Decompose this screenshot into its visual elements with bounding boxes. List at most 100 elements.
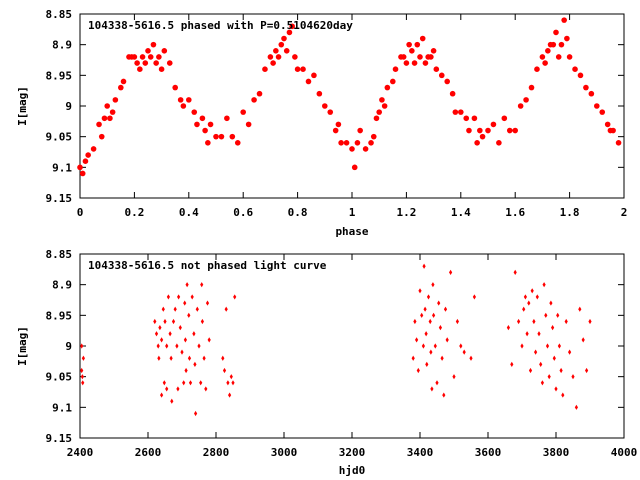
plot-title: 104338-5616.5 not phased light curve (88, 259, 327, 272)
x-tick-label: 2400 (67, 446, 94, 459)
y-tick-label: 9 (65, 100, 72, 113)
data-point (153, 318, 157, 325)
data-point (80, 343, 84, 349)
data-point (458, 109, 464, 115)
data-point (471, 115, 478, 122)
data-point (233, 294, 237, 300)
data-point (101, 115, 108, 122)
x-axis-ticks: 2400 2600 2800 3000 3200 3400 3600 3800 4000 (67, 254, 637, 459)
data-point (218, 133, 225, 140)
data-point (466, 127, 472, 134)
data-point (549, 300, 553, 306)
data-point (193, 361, 197, 367)
data-point (610, 127, 616, 134)
data-point (177, 294, 181, 300)
data-point (311, 72, 317, 79)
data-point (161, 306, 165, 312)
data-point (578, 306, 582, 312)
data-point (142, 60, 149, 66)
plot-title: 104338-5616.5 phased with P=0.5104620day (88, 19, 353, 32)
data-point (542, 60, 548, 66)
data-point (338, 140, 344, 146)
data-point (564, 318, 568, 325)
data-point (553, 29, 559, 36)
data-point (416, 367, 420, 374)
data-point (81, 355, 85, 361)
data-point (80, 367, 84, 374)
data-point (245, 121, 252, 128)
data-points (77, 17, 622, 177)
data-point (411, 355, 415, 361)
data-point (376, 109, 383, 115)
data-point (561, 392, 565, 398)
data-point (204, 386, 208, 392)
data-point (568, 349, 572, 355)
data-point (300, 66, 306, 72)
data-point (85, 152, 91, 158)
data-point (286, 29, 293, 36)
data-point (222, 367, 227, 374)
data-point (107, 115, 113, 122)
data-point (384, 84, 391, 91)
data-point (184, 367, 188, 374)
data-point (158, 325, 162, 331)
data-point (153, 60, 159, 66)
data-point (166, 294, 170, 300)
data-point (332, 127, 339, 134)
data-point (205, 140, 211, 146)
data-point (462, 349, 466, 355)
data-point (517, 103, 524, 109)
data-point (224, 306, 228, 312)
x-tick-label: 2800 (203, 446, 230, 459)
data-point (423, 306, 427, 312)
data-point (535, 294, 539, 300)
data-point (452, 374, 456, 380)
phased-light-curve-panel: 0 0.2 0.4 0.6 0.8 1 1.2 1.4 1.6 1.8 2 8.85 8.9 8.95 9… (16, 8, 627, 238)
data-point (523, 97, 529, 103)
data-point (411, 60, 418, 66)
data-point (362, 146, 369, 152)
data-point (474, 140, 480, 146)
data-point (197, 343, 201, 349)
data-points (80, 263, 592, 417)
data-point (435, 380, 439, 386)
data-point (316, 90, 323, 97)
data-point (506, 127, 513, 134)
data-point (452, 109, 459, 115)
data-point (81, 380, 85, 386)
data-point (221, 355, 225, 361)
data-point (183, 337, 187, 343)
y-tick-label: 9.1 (52, 161, 72, 174)
data-point (160, 392, 164, 398)
data-point (168, 331, 172, 337)
data-point (305, 78, 312, 85)
data-point (545, 343, 550, 349)
data-point (430, 48, 437, 54)
data-point (165, 343, 169, 349)
data-point (370, 133, 377, 140)
data-point (161, 48, 168, 54)
x-tick-label: 3000 (271, 446, 298, 459)
data-point (147, 54, 154, 60)
x-tick-label: 2 (621, 206, 628, 219)
data-point (422, 60, 429, 66)
data-point (175, 343, 179, 349)
data-point (417, 54, 423, 60)
data-point (425, 361, 429, 367)
data-point (550, 41, 557, 48)
y-tick-label: 9.15 (46, 432, 73, 445)
data-point (594, 103, 600, 109)
data-point (109, 109, 116, 115)
x-tick-label: 2600 (135, 446, 162, 459)
data-point (443, 306, 448, 312)
data-point (270, 60, 276, 66)
data-point (180, 349, 184, 355)
data-point (522, 306, 526, 312)
data-point (479, 133, 486, 140)
data-point (571, 374, 575, 380)
data-point (428, 318, 432, 325)
y-tick-label: 8.9 (52, 279, 72, 292)
data-point (158, 66, 165, 72)
data-point (195, 306, 199, 312)
data-point (192, 331, 196, 337)
